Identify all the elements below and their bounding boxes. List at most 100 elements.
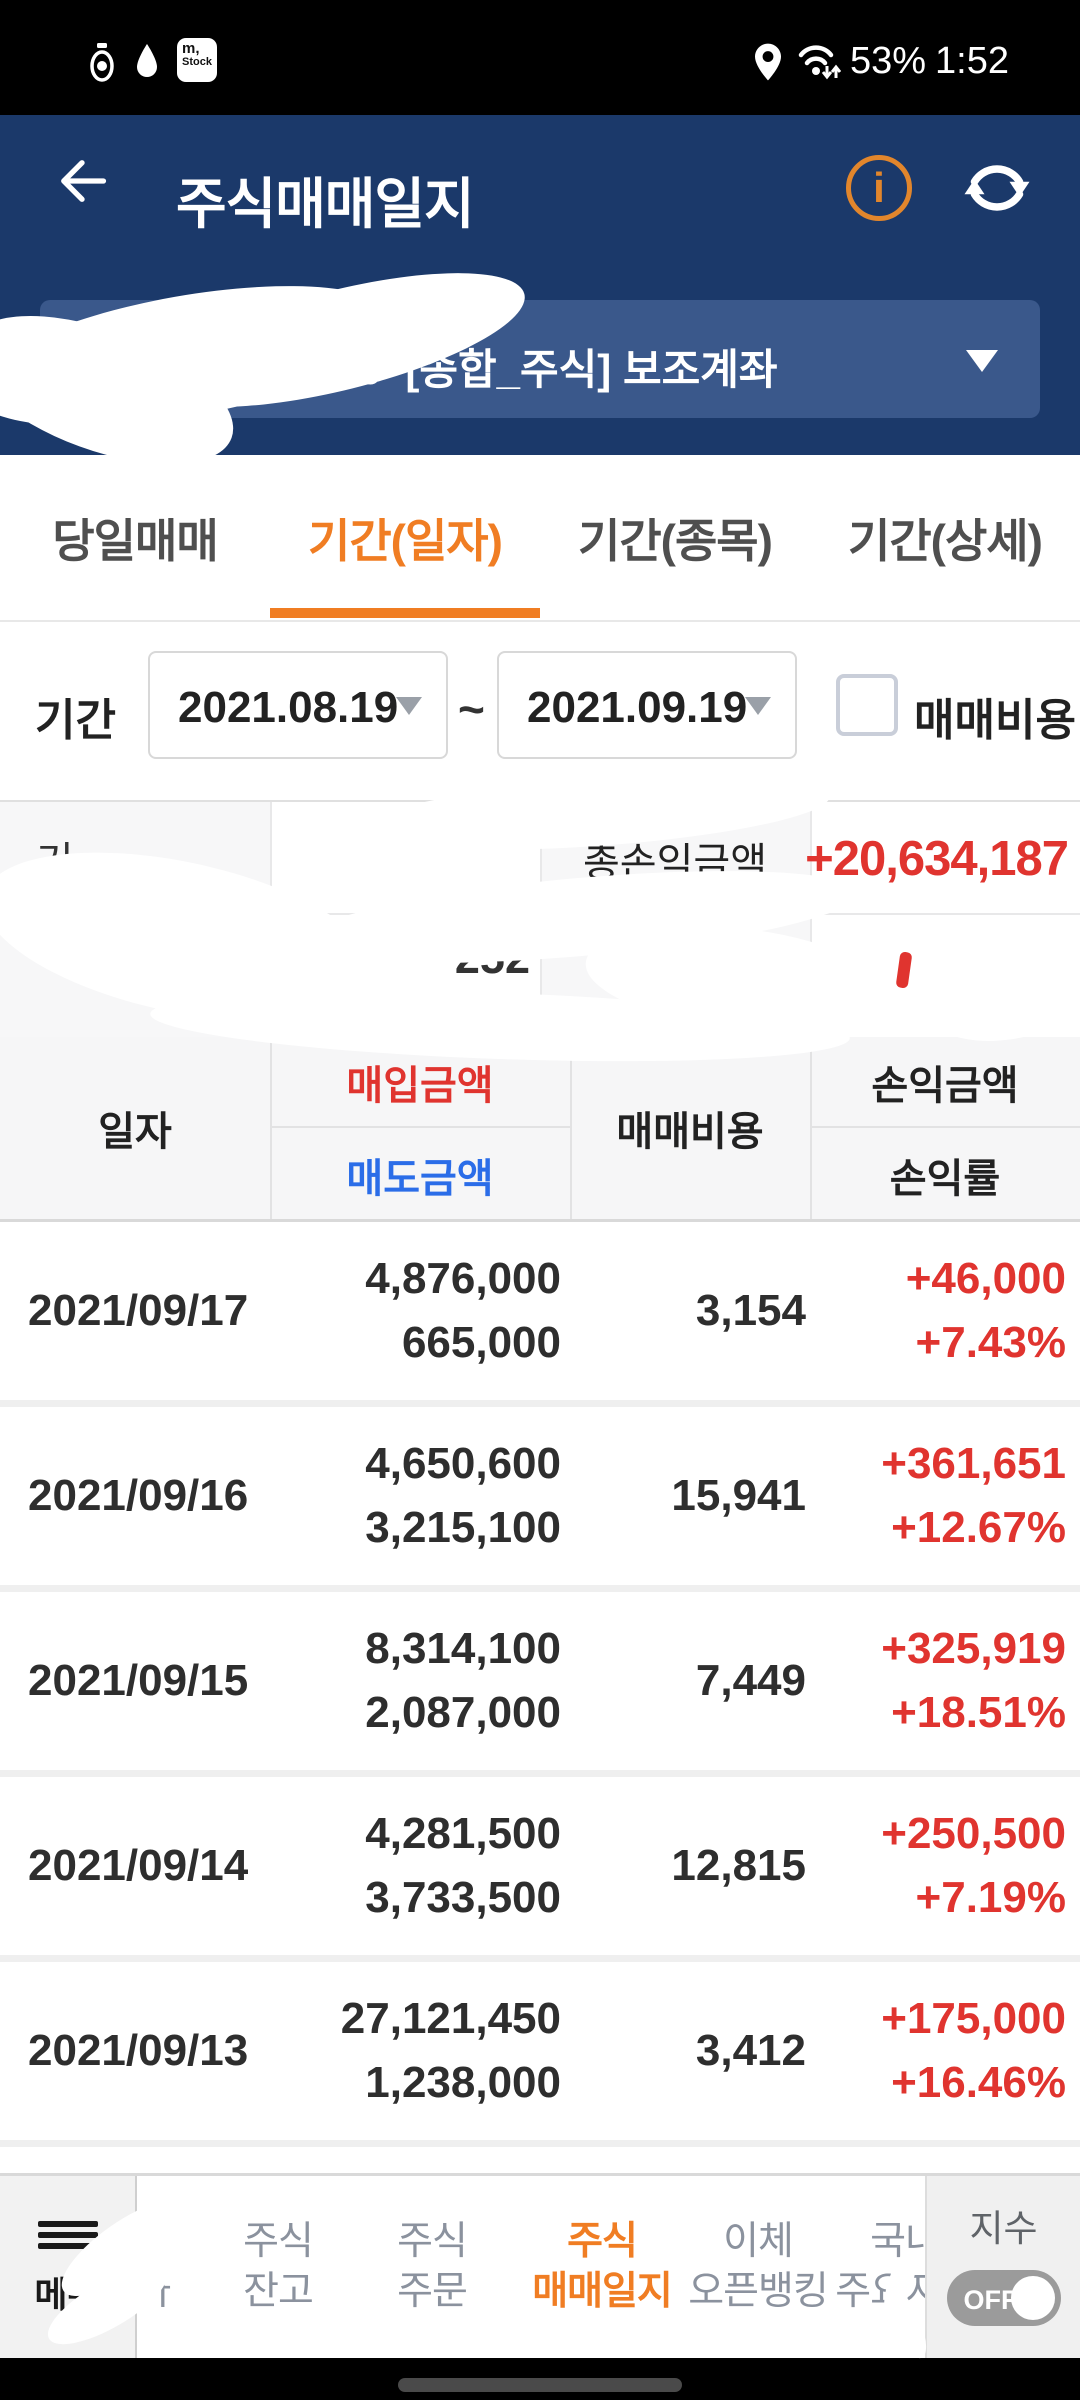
- cell-date: 2021/09/13: [28, 2026, 249, 2075]
- table-row[interactable]: 2021/09/15 8,314,100 2,087,000 7,449 +32…: [0, 1592, 1080, 1770]
- nav-label-line1: 주식: [243, 2220, 314, 2263]
- divider: [0, 2173, 1080, 2176]
- cell-pl-rate: +16.46%: [891, 2058, 1066, 2107]
- screen-record-icon: [90, 43, 114, 82]
- mstock-badge-line2: Stock: [182, 56, 212, 68]
- date-from-value: 2021.08.19: [178, 683, 399, 732]
- trading-cost-checkbox-label[interactable]: 매매비용: [914, 696, 1076, 745]
- water-drop-icon: [137, 44, 157, 77]
- date-from-select[interactable]: 2021.08.19: [148, 651, 448, 759]
- cell-sell-amount: 665,000: [401, 1318, 561, 1367]
- tab-period-detail[interactable]: 기간(상세): [810, 455, 1080, 620]
- refresh-icon[interactable]: [962, 153, 1032, 223]
- cell-trading-cost: 15,941: [671, 1471, 806, 1520]
- cell-pl-amount: +250,500: [881, 1809, 1066, 1858]
- cell-buy-amount: 8,314,100: [365, 1624, 561, 1673]
- cell-pl-rate: +7.43%: [915, 1318, 1066, 1367]
- tab-label: 당일매매: [52, 514, 218, 567]
- info-icon[interactable]: i: [846, 155, 912, 221]
- tab-bar: 당일매매 기간(일자) 기간(종목) 기간(상세): [0, 455, 1080, 622]
- back-button[interactable]: [52, 153, 112, 209]
- row-separator: [0, 1585, 1080, 1592]
- nav-label-line2: 매매일지: [532, 2270, 673, 2313]
- table-body: 2021/09/17 4,876,000 665,000 3,154 +46,0…: [0, 1222, 1080, 2147]
- status-bar: m, Stock 53% 1:52: [0, 0, 1080, 115]
- row-separator: [0, 1770, 1080, 1777]
- nav-label-line1: 주식: [567, 2220, 638, 2263]
- active-tab-underline: [270, 608, 540, 618]
- tab-period-by-stock[interactable]: 기간(종목): [540, 455, 810, 620]
- row-separator: [0, 2140, 1080, 2147]
- nav-item-transfer-openbanking[interactable]: 이체 오픈뱅킹: [658, 2176, 858, 2358]
- tab-today-trades[interactable]: 당일매매: [0, 455, 270, 620]
- redacted-red-value-fragment: [895, 951, 913, 989]
- battery-percent: 53%: [850, 40, 927, 82]
- table-row[interactable]: 2021/09/16 4,650,600 3,215,100 15,941 +3…: [0, 1407, 1080, 1585]
- cell-pl: +361,651 +12.67%: [810, 1407, 1066, 1585]
- gesture-pill[interactable]: [398, 2378, 682, 2392]
- cell-buy-amount: 4,650,600: [365, 1439, 561, 1488]
- cell-pl: +46,000 +7.43%: [810, 1222, 1066, 1400]
- col-header-pl-amount: 손익금액: [810, 1037, 1080, 1128]
- cell-pl-rate: +18.51%: [891, 1688, 1066, 1737]
- cell-date: 2021/09/14: [28, 1841, 249, 1890]
- gesture-bar-area: [0, 2358, 1080, 2400]
- row-separator: [0, 1955, 1080, 1962]
- grid-line: [810, 802, 812, 1039]
- cell-date: 2021/09/16: [28, 1471, 249, 1520]
- nav-item-stock-balance[interactable]: 주식 잔고: [178, 2176, 378, 2358]
- location-icon: [755, 43, 781, 81]
- chevron-down-icon: [966, 350, 998, 372]
- nav-label-line1: 주식: [397, 2220, 468, 2263]
- cell-amounts: 27,121,450 1,238,000: [270, 1962, 561, 2140]
- cell-pl: +175,000 +16.46%: [810, 1962, 1066, 2140]
- table-header: 일자 매입금액 매도금액 매매비용 손익금액 손익률: [0, 1037, 1080, 1222]
- nav-item-stock-order[interactable]: 주식 주문: [332, 2176, 532, 2358]
- cell-trading-cost: 7,449: [695, 1656, 806, 1705]
- date-to-value: 2021.09.19: [527, 683, 748, 732]
- nav-item-trading-journal[interactable]: 주식 매매일지: [502, 2176, 702, 2358]
- toggle-state-label: OFF: [963, 2285, 1018, 2315]
- cell-date: 2021/09/17: [28, 1286, 249, 1335]
- hamburger-icon: [37, 2216, 98, 2254]
- cell-buy-amount: 4,876,000: [365, 1254, 561, 1303]
- period-selector-row: 기간 2021.08.19 ~ 2021.09.19 매매비용: [0, 622, 1080, 800]
- nav-label-line1: 이체: [723, 2220, 794, 2263]
- chevron-down-icon: [396, 697, 422, 715]
- index-label: 지수: [969, 2208, 1038, 2249]
- tab-label: 기간(상세): [848, 514, 1043, 567]
- cell-sell-amount: 1,238,000: [365, 2058, 561, 2107]
- cell-sell-amount: 2,087,000: [365, 1688, 561, 1737]
- table-row[interactable]: 2021/09/17 4,876,000 665,000 3,154 +46,0…: [0, 1222, 1080, 1400]
- mstock-app-icon: m, Stock: [177, 38, 217, 82]
- cell-date: 2021/09/15: [28, 1656, 249, 1705]
- date-range-separator: ~: [458, 683, 485, 735]
- cell-pl-amount: +325,919: [881, 1624, 1066, 1673]
- cell-pl-rate: +12.67%: [891, 1503, 1066, 1552]
- cell-trading-cost: 12,815: [671, 1841, 806, 1890]
- index-toggle[interactable]: OFF: [946, 2270, 1061, 2326]
- table-row[interactable]: 2021/09/14 4,281,500 3,733,500 12,815 +2…: [0, 1777, 1080, 1955]
- cell-buy-amount: 4,281,500: [365, 1809, 561, 1858]
- mstock-badge-line1: m,: [182, 40, 200, 57]
- nav-label-line2: 주문: [397, 2270, 468, 2313]
- trading-cost-checkbox[interactable]: [836, 674, 898, 736]
- col-header-date: 일자: [98, 1110, 172, 1154]
- date-to-select[interactable]: 2021.09.19: [497, 651, 797, 759]
- cell-amounts: 4,650,600 3,215,100: [270, 1407, 561, 1585]
- cell-pl: +250,500 +7.19%: [810, 1777, 1066, 1955]
- total-pl-value: +20,634,187: [805, 831, 1069, 886]
- nav-label-line2: 오픈뱅킹: [688, 2270, 829, 2313]
- grid-line: [810, 1037, 812, 1219]
- tab-label: 기간(일자): [308, 514, 503, 567]
- tab-label: 기간(종목): [578, 514, 773, 567]
- tab-period-by-date[interactable]: 기간(일자): [270, 455, 540, 620]
- nav-label-line2: 잔고: [243, 2270, 314, 2313]
- table-row[interactable]: 2021/09/13 27,121,450 1,238,000 3,412 +1…: [0, 1962, 1080, 2140]
- page-title: 주식매매일지: [176, 173, 475, 235]
- cell-buy-amount: 27,121,450: [340, 1994, 561, 2043]
- cell-pl-amount: +175,000: [881, 1994, 1066, 2043]
- cell-pl: +325,919 +18.51%: [810, 1592, 1066, 1770]
- cell-trading-cost: 3,412: [695, 2026, 806, 2075]
